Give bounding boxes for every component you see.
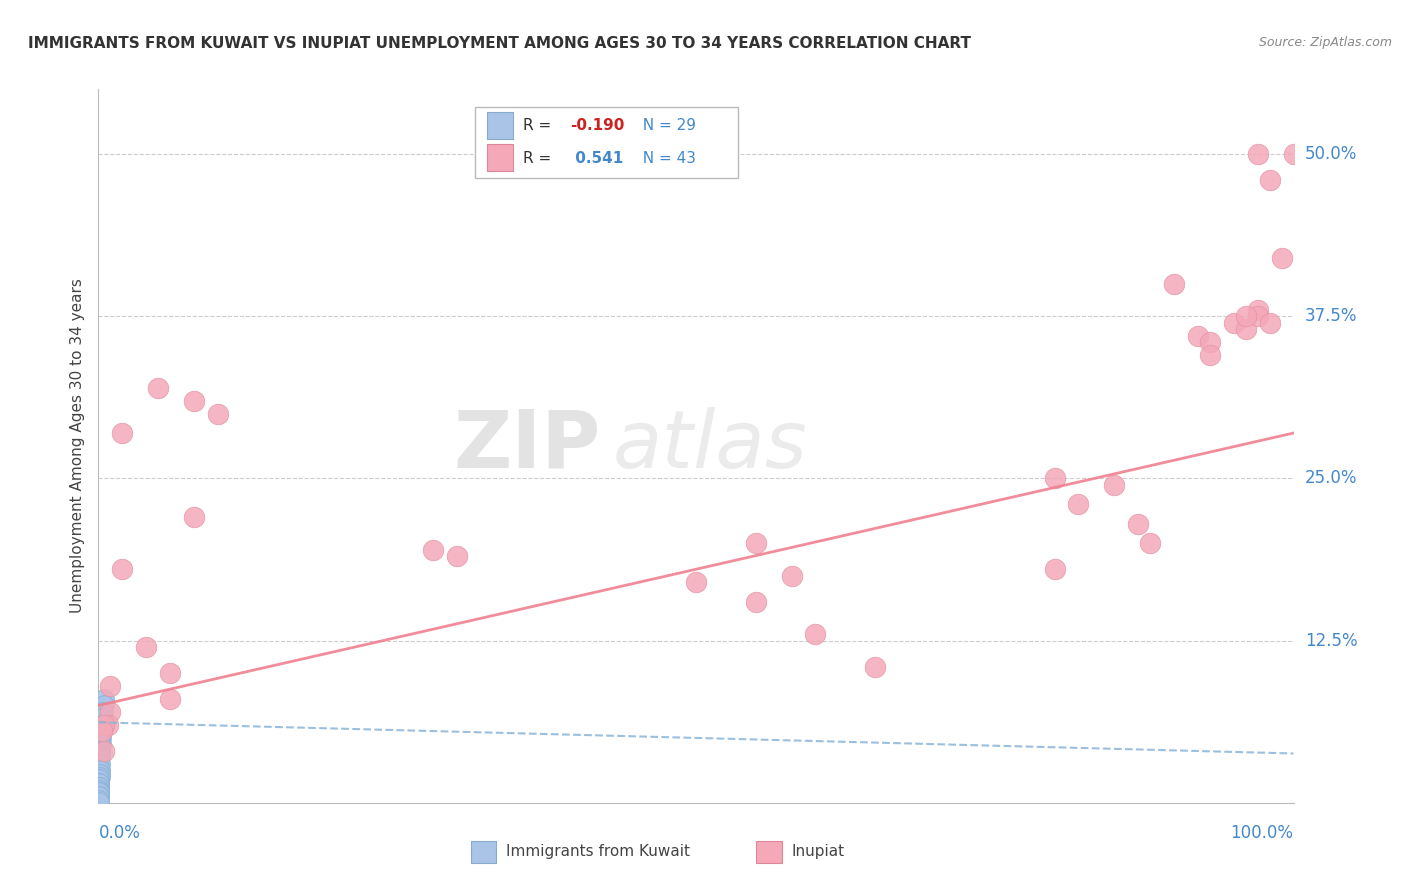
Text: -0.190: -0.190 [571, 118, 624, 133]
Point [1104, 478, 1126, 492]
Point [1247, 310, 1270, 324]
Point [91, 724, 114, 739]
Text: atlas: atlas [613, 407, 807, 485]
Point [87, 780, 110, 795]
Point [87, 793, 110, 807]
Point [97, 718, 120, 732]
Point [87, 780, 110, 795]
Point [87, 785, 110, 799]
Point [89, 750, 111, 764]
Point [1199, 335, 1222, 350]
Point [148, 381, 170, 395]
FancyBboxPatch shape [475, 107, 738, 178]
Point [422, 542, 444, 557]
Point [1234, 310, 1257, 324]
Point [111, 562, 134, 576]
Point [93, 718, 115, 732]
Text: Immigrants from Kuwait: Immigrants from Kuwait [506, 845, 690, 859]
Text: IMMIGRANTS FROM KUWAIT VS INUPIAT UNEMPLOYMENT AMONG AGES 30 TO 34 YEARS CORRELA: IMMIGRANTS FROM KUWAIT VS INUPIAT UNEMPL… [28, 36, 972, 51]
Point [91, 705, 114, 719]
FancyBboxPatch shape [486, 145, 513, 171]
Text: 0.541: 0.541 [571, 151, 624, 166]
Point [1282, 147, 1305, 161]
Point [135, 640, 157, 654]
Point [89, 738, 111, 752]
Point [183, 393, 205, 408]
Point [89, 744, 111, 758]
Text: R =: R = [523, 151, 555, 166]
Point [1043, 471, 1066, 485]
Y-axis label: Unemployment Among Ages 30 to 34 years: Unemployment Among Ages 30 to 34 years [69, 278, 84, 614]
Text: 0.0%: 0.0% [98, 824, 141, 842]
Point [89, 767, 111, 781]
Point [1128, 516, 1150, 531]
Point [1271, 251, 1294, 265]
Point [745, 536, 768, 550]
Point [1163, 277, 1185, 291]
Point [93, 698, 115, 713]
Text: 100.0%: 100.0% [1230, 824, 1294, 842]
Point [1187, 328, 1209, 343]
Point [1247, 147, 1270, 161]
Text: R =: R = [523, 118, 555, 133]
Point [1199, 348, 1222, 362]
Point [93, 744, 115, 758]
Point [90, 731, 112, 745]
Point [159, 692, 181, 706]
Point [98, 705, 122, 719]
Point [93, 692, 115, 706]
Point [1247, 302, 1270, 317]
FancyBboxPatch shape [486, 112, 513, 139]
Point [780, 568, 803, 582]
Point [685, 575, 707, 590]
Point [89, 764, 111, 778]
Point [87, 789, 110, 804]
Point [1223, 316, 1246, 330]
Point [91, 711, 114, 725]
Point [89, 770, 111, 784]
Point [89, 756, 111, 771]
Point [87, 785, 110, 799]
Point [183, 510, 205, 524]
Text: 25.0%: 25.0% [1305, 469, 1357, 487]
Text: Source: ZipAtlas.com: Source: ZipAtlas.com [1258, 36, 1392, 49]
Text: N = 29: N = 29 [633, 118, 696, 133]
Point [98, 679, 122, 693]
Point [1043, 562, 1066, 576]
Point [804, 627, 827, 641]
Point [87, 789, 110, 804]
Point [207, 407, 229, 421]
Text: 37.5%: 37.5% [1305, 307, 1357, 326]
Text: ZIP: ZIP [453, 407, 600, 485]
Point [89, 776, 111, 790]
Text: N = 43: N = 43 [633, 151, 696, 166]
Point [87, 776, 110, 790]
Point [446, 549, 468, 564]
Point [1258, 173, 1281, 187]
Point [745, 595, 768, 609]
Point [1234, 322, 1257, 336]
Point [111, 425, 134, 440]
Point [90, 724, 112, 739]
Point [87, 782, 110, 797]
Point [89, 747, 111, 761]
Text: Inupiat: Inupiat [792, 845, 845, 859]
Point [91, 724, 114, 739]
Text: 12.5%: 12.5% [1305, 632, 1357, 649]
Point [91, 718, 114, 732]
Point [89, 772, 111, 787]
Point [87, 795, 110, 809]
Point [1258, 316, 1281, 330]
Point [1139, 536, 1161, 550]
Point [159, 666, 181, 681]
Text: 50.0%: 50.0% [1305, 145, 1357, 163]
Point [90, 738, 112, 752]
Point [1067, 497, 1090, 511]
Point [865, 659, 887, 673]
